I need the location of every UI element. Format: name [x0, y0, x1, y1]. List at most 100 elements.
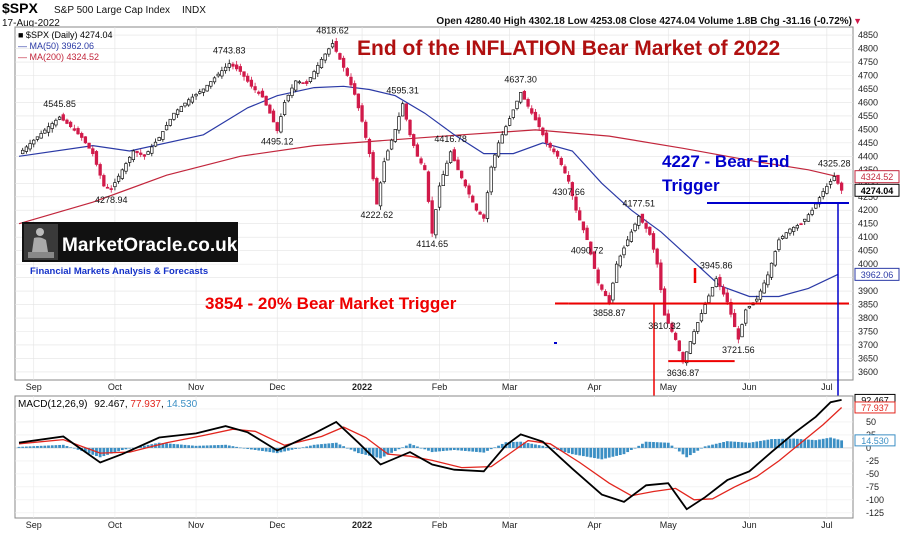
hist-bar — [183, 444, 187, 448]
candle-body — [755, 298, 759, 302]
hist-bar — [371, 447, 375, 457]
candle-body — [596, 269, 600, 284]
hist-bar — [511, 441, 515, 448]
hist-bar — [534, 444, 537, 448]
candle-body — [485, 192, 490, 219]
candle-body — [35, 136, 40, 140]
candle-body — [356, 93, 361, 109]
candle-body — [109, 188, 113, 190]
candle-body — [220, 70, 224, 77]
candle-body — [685, 351, 689, 364]
candle-body — [212, 77, 217, 83]
candle-body — [76, 128, 80, 135]
hist-bar — [663, 442, 666, 448]
hist-bar — [334, 442, 338, 448]
candle-body — [489, 166, 493, 193]
candle-body — [766, 274, 770, 286]
hist-bar — [611, 447, 615, 457]
hist-bar — [87, 447, 91, 454]
price-label: 3858.87 — [593, 308, 626, 318]
candle-body — [821, 191, 825, 197]
macd-y-tick: 0 — [866, 443, 871, 453]
hist-bar — [50, 445, 54, 448]
candle-body — [172, 112, 176, 120]
macd-x-tick: Feb — [432, 520, 448, 530]
hist-bar — [331, 443, 334, 448]
candle-body — [223, 66, 228, 72]
marketoracle-logo: MarketOracle.co.uk Financial Markets Ana… — [22, 222, 238, 277]
hist-bar — [500, 443, 504, 448]
candle-body — [626, 239, 630, 247]
price-x-tick: Feb — [432, 382, 448, 392]
hist-bar — [825, 438, 829, 448]
candle-body — [364, 121, 368, 138]
candle-body — [780, 235, 785, 239]
hist-bar — [530, 443, 534, 448]
hist-bar — [72, 447, 76, 449]
candle-body — [839, 182, 844, 191]
price-y-tick: 3750 — [858, 326, 878, 336]
hist-bar — [305, 446, 309, 448]
hist-bar — [124, 447, 128, 450]
price-panel: 3600365037003750380038503900395040004050… — [14, 26, 900, 396]
badge-text: 4324.52 — [861, 172, 894, 182]
candle-body — [729, 302, 733, 315]
hist-bar — [427, 447, 430, 451]
hist-bar — [563, 447, 567, 453]
hist-bar — [401, 447, 405, 448]
hist-bar — [545, 446, 548, 448]
macd-x-axis: Sep Oct Nov Dec 2022 Feb Mar Apr May Jun Jul — [26, 520, 833, 530]
badge-box — [854, 170, 900, 184]
hist-bar — [157, 442, 161, 448]
candle-body — [201, 88, 206, 93]
hist-bar — [316, 444, 320, 448]
hist-bar — [659, 442, 663, 448]
candle-body — [795, 225, 800, 229]
macd-legend-macd: 92.467 — [94, 399, 125, 410]
hist-bar — [585, 447, 589, 457]
price-y-tick: 4800 — [858, 44, 878, 54]
hist-bar — [788, 438, 792, 448]
price-label: 3636.87 — [667, 368, 700, 378]
hist-bar — [438, 447, 441, 452]
candle-body — [814, 203, 818, 209]
macd-badge: 77.937 — [854, 401, 896, 414]
candle-body — [50, 123, 54, 129]
hist-bar — [257, 447, 261, 451]
candle-body — [559, 157, 563, 165]
candle-body — [28, 143, 32, 150]
candle-body — [773, 251, 777, 266]
hist-bar — [559, 447, 563, 452]
candle-body — [386, 150, 390, 161]
hist-bar — [744, 442, 748, 448]
candle-body — [334, 41, 338, 52]
macd-legend-sep2: , — [161, 399, 167, 410]
hist-bar — [489, 447, 493, 450]
candle-body — [511, 109, 515, 118]
price-y-tick: 3900 — [858, 286, 878, 296]
candle-body — [836, 174, 840, 184]
candle-body — [312, 71, 316, 80]
candle-body — [456, 159, 460, 171]
price-x-tick: Sep — [26, 382, 42, 392]
hist-bar — [567, 447, 571, 454]
candle-body — [714, 278, 718, 288]
candle-body — [400, 103, 405, 117]
price-label: 4325.28 — [818, 158, 851, 168]
candle-body — [205, 84, 209, 92]
hist-bar — [416, 446, 419, 448]
candle-body — [142, 154, 147, 157]
candle-body — [600, 284, 604, 290]
price-x-tick: Oct — [108, 382, 123, 392]
hist-bar — [441, 447, 445, 452]
hist-bar — [43, 445, 47, 448]
hist-bar — [795, 438, 799, 448]
candle-body — [153, 141, 158, 147]
candle-body — [452, 149, 456, 162]
candle-body — [692, 331, 696, 344]
macd-y-axis: 7550250-25-50-75-100-125 — [866, 404, 884, 518]
hist-bar — [722, 442, 725, 448]
candle-body — [419, 158, 423, 164]
candle-body — [478, 211, 482, 215]
hist-bar — [28, 446, 32, 448]
